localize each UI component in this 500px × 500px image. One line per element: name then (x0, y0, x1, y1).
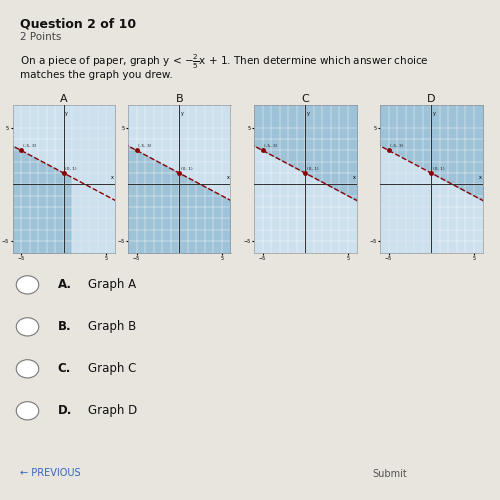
Text: Graph B: Graph B (88, 320, 136, 334)
Text: x: x (111, 176, 114, 180)
Text: y: y (432, 110, 435, 116)
Text: A.: A. (58, 278, 71, 291)
Text: (-5, 3): (-5, 3) (390, 144, 404, 148)
Text: (-5, 3): (-5, 3) (138, 144, 151, 148)
Text: x: x (478, 176, 482, 180)
Text: y: y (306, 110, 309, 116)
Text: A: A (60, 94, 68, 104)
Text: Submit: Submit (372, 469, 408, 479)
Text: (0, 1): (0, 1) (181, 166, 192, 170)
Ellipse shape (16, 402, 39, 420)
Text: C.: C. (58, 362, 71, 376)
Text: D: D (427, 94, 436, 104)
Text: C: C (302, 94, 309, 104)
Text: (0, 1): (0, 1) (433, 166, 444, 170)
Text: B: B (176, 94, 183, 104)
Ellipse shape (16, 360, 39, 378)
Text: matches the graph you drew.: matches the graph you drew. (20, 70, 173, 80)
Text: x: x (226, 176, 230, 180)
Text: (0, 1): (0, 1) (307, 166, 318, 170)
Text: Graph A: Graph A (88, 278, 136, 291)
Text: Graph C: Graph C (88, 362, 136, 376)
Text: Graph D: Graph D (88, 404, 137, 417)
Text: (0, 1): (0, 1) (66, 166, 77, 170)
Text: On a piece of paper, graph y < $-\frac{2}{5}$x + 1. Then determine which answer : On a piece of paper, graph y < $-\frac{2… (20, 52, 429, 71)
Text: x: x (352, 176, 356, 180)
Ellipse shape (16, 276, 39, 294)
Text: Question 2 of 10: Question 2 of 10 (20, 18, 136, 30)
Text: (-5, 3): (-5, 3) (264, 144, 278, 148)
Text: ← PREVIOUS: ← PREVIOUS (20, 468, 80, 477)
Text: 2 Points: 2 Points (20, 32, 61, 42)
Text: y: y (180, 110, 183, 116)
Text: D.: D. (58, 404, 72, 417)
Text: y: y (65, 110, 68, 116)
Text: B.: B. (58, 320, 71, 334)
Ellipse shape (16, 318, 39, 336)
Text: (-5, 3): (-5, 3) (23, 144, 36, 148)
